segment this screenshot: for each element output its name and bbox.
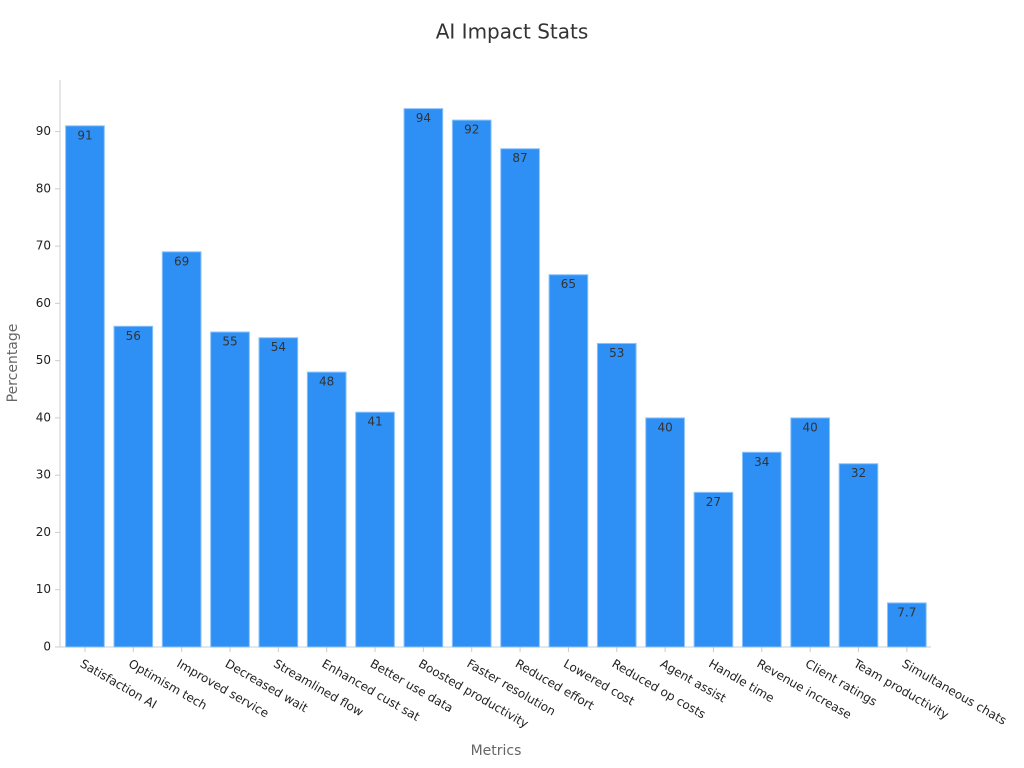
bar — [403, 108, 444, 648]
bar — [790, 417, 830, 648]
value-label: 48 — [319, 375, 334, 389]
value-label: 41 — [367, 415, 382, 429]
bar — [210, 331, 250, 648]
x-axis-label: Metrics — [471, 743, 522, 759]
y-tick-label: 70 — [36, 239, 51, 253]
y-tick-label: 40 — [36, 410, 51, 424]
bar — [693, 491, 734, 648]
value-label: 87 — [512, 151, 527, 165]
bar — [596, 342, 637, 648]
bar — [306, 371, 347, 648]
value-label: 27 — [706, 495, 721, 509]
value-label: 69 — [174, 254, 189, 268]
bar — [741, 451, 782, 648]
value-label: 7.7 — [897, 605, 916, 619]
bar — [113, 325, 154, 648]
bar — [500, 148, 540, 648]
y-tick-label: 10 — [36, 582, 51, 596]
bar — [65, 125, 105, 648]
y-tick-label: 30 — [36, 468, 51, 482]
y-axis-label: Percentage — [5, 324, 21, 403]
bar — [886, 602, 927, 648]
value-label: 65 — [561, 277, 576, 291]
y-tick-label: 0 — [43, 640, 51, 654]
bar — [838, 463, 879, 648]
bar — [645, 417, 685, 648]
value-label: 40 — [657, 420, 672, 434]
bar — [258, 337, 299, 648]
y-tick-label: 60 — [36, 296, 51, 310]
value-label: 55 — [222, 335, 237, 349]
value-label: 34 — [754, 455, 769, 469]
value-label: 92 — [464, 123, 479, 137]
value-label: 32 — [851, 466, 866, 480]
bar — [548, 274, 589, 648]
bar — [355, 411, 395, 648]
value-label: 54 — [271, 340, 286, 354]
y-tick-label: 90 — [36, 124, 51, 138]
value-label: 91 — [77, 128, 92, 142]
value-label: 56 — [126, 329, 141, 343]
bar — [451, 119, 492, 648]
y-tick-label: 80 — [36, 181, 51, 195]
value-label: 40 — [802, 420, 817, 434]
chart-title: AI Impact Stats — [436, 20, 589, 44]
y-tick-label: 20 — [36, 525, 51, 539]
value-label: 94 — [416, 111, 431, 125]
value-label: 53 — [609, 346, 624, 360]
bar — [161, 251, 202, 648]
y-tick-label: 50 — [36, 353, 51, 367]
